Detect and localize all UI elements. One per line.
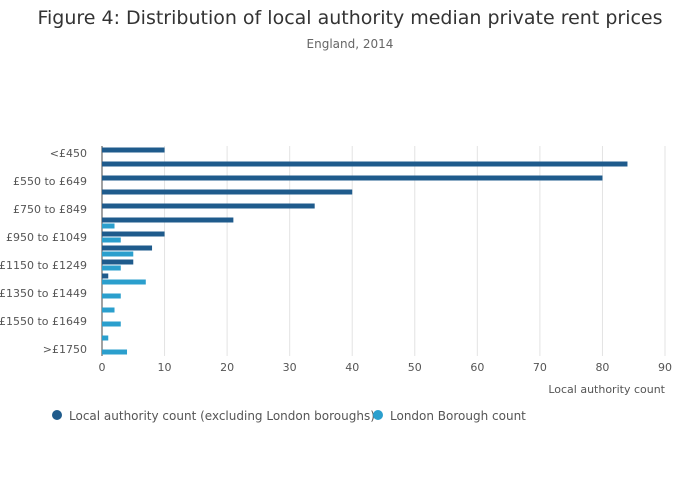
x-tick-label: 60 (470, 361, 484, 374)
bar[interactable] (102, 203, 315, 209)
bar[interactable] (102, 245, 153, 251)
legend: Local authority count (excluding London … (52, 409, 526, 423)
y-tick-label: <£450 (50, 147, 87, 160)
bar[interactable] (102, 251, 134, 257)
bar[interactable] (102, 161, 628, 167)
bar[interactable] (102, 273, 109, 279)
legend-marker-series-2[interactable] (373, 410, 383, 420)
y-tick-label: >£1750 (43, 343, 87, 356)
gridlines (101, 146, 666, 356)
y-tick-label: £750 to £849 (13, 203, 87, 216)
bar[interactable] (102, 217, 234, 223)
bar[interactable] (102, 189, 353, 195)
bar[interactable] (102, 307, 115, 313)
bar[interactable] (102, 147, 165, 153)
bar[interactable] (102, 259, 134, 265)
x-tick-label: 0 (99, 361, 106, 374)
legend-marker-series-1[interactable] (52, 410, 62, 420)
bar[interactable] (102, 175, 603, 181)
x-axis-label: Local authority count (548, 383, 665, 396)
y-tick-label: £1550 to £1649 (0, 315, 87, 328)
bar[interactable] (102, 265, 121, 271)
y-tick-label: £950 to £1049 (6, 231, 87, 244)
y-tick-label: £550 to £649 (13, 175, 87, 188)
y-axis-ticks: <£450 £550 to £649 £750 to £849 £950 to £10… (0, 147, 87, 356)
chart-title: Figure 4: Distribution of local authorit… (37, 7, 663, 29)
bar[interactable] (102, 279, 146, 285)
x-tick-label: 30 (283, 361, 297, 374)
y-tick-label: £1350 to £1449 (0, 287, 87, 300)
legend-label-series-1[interactable]: Local authority count (excluding London … (69, 409, 375, 423)
x-tick-label: 10 (158, 361, 172, 374)
bar[interactable] (102, 293, 121, 299)
bar[interactable] (102, 321, 121, 327)
bar[interactable] (102, 231, 165, 237)
legend-label-series-2[interactable]: London Borough count (390, 409, 526, 423)
x-tick-label: 40 (345, 361, 359, 374)
x-tick-label: 80 (595, 361, 609, 374)
bar[interactable] (102, 349, 128, 355)
bar[interactable] (102, 237, 121, 243)
bar[interactable] (102, 223, 115, 229)
chart-subtitle: England, 2014 (306, 37, 394, 51)
x-tick-label: 50 (408, 361, 422, 374)
bar[interactable] (102, 335, 109, 341)
x-tick-label: 20 (220, 361, 234, 374)
bars (102, 147, 628, 355)
x-axis-ticks: 0 10 20 30 40 50 60 70 80 90 (99, 361, 673, 374)
x-tick-label: 90 (658, 361, 672, 374)
x-tick-label: 70 (533, 361, 547, 374)
y-tick-label: £1150 to £1249 (0, 259, 87, 272)
